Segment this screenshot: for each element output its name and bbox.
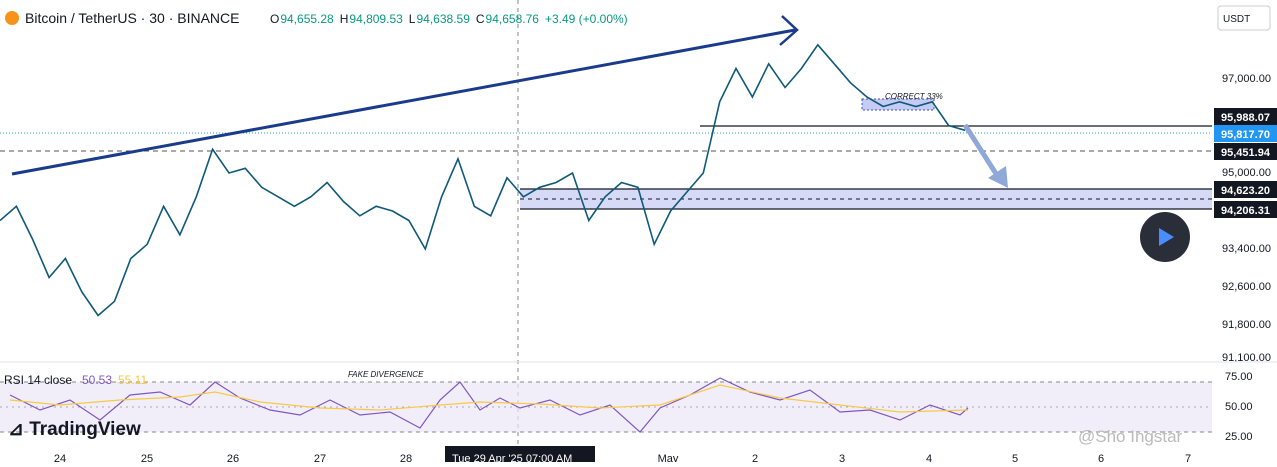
- time-label: May: [658, 453, 679, 462]
- price-tag-label: 94,623.20: [1221, 185, 1270, 197]
- coin-icon: [5, 11, 19, 25]
- rsi-line: [9, 377, 969, 433]
- price-label: 93,400.00: [1222, 243, 1271, 255]
- price-label: 95,000.00: [1222, 167, 1271, 179]
- time-label: 25: [141, 453, 153, 462]
- ohlc-value: 94,809.53: [349, 12, 403, 26]
- trend-arrow-head: [779, 15, 799, 46]
- symbol: Bitcoin / TetherUS · 30 · BINANCE: [25, 10, 239, 26]
- time-label: 6: [1098, 453, 1104, 462]
- time-label: 28: [400, 453, 412, 462]
- price-tag: [1214, 181, 1277, 198]
- rsi-axis-label: 50.00: [1225, 401, 1253, 413]
- crosshair-time: Tue 29 Apr '25 07:00 AM: [452, 453, 572, 462]
- ohlc-key: C: [476, 12, 485, 26]
- rsi-axis-label: 75.00: [1225, 371, 1253, 383]
- rsi-ma-value: 55.11: [118, 373, 147, 387]
- time-label: 26: [227, 453, 239, 462]
- price-tag-label: 95,451.94: [1221, 147, 1271, 159]
- currency-label: USDT: [1223, 14, 1250, 25]
- rsi-ma: [9, 384, 969, 413]
- price-label: 91,100.00: [1222, 352, 1271, 364]
- ohlc-change: +3.49 (+0.00%): [545, 12, 628, 26]
- time-label: 2: [752, 453, 758, 462]
- price-tag-label: 95,817.70: [1221, 129, 1270, 141]
- annotation: FAKE DIVERGENCE: [348, 370, 424, 379]
- ohlc-value: 94,638.59: [416, 12, 470, 26]
- price-tag: [1214, 201, 1277, 218]
- price-tag: [1214, 125, 1277, 142]
- price-tag-label: 95,988.07: [1221, 112, 1270, 124]
- price-tag: [1214, 143, 1277, 160]
- currency-button[interactable]: [1217, 5, 1271, 31]
- projection-arrow-head: [988, 166, 1008, 188]
- play-icon: [1159, 228, 1174, 246]
- price-line: [0, 43, 966, 317]
- price-label: 97,000.00: [1222, 73, 1271, 85]
- rsi-axis-label: 25.00: [1225, 431, 1253, 443]
- ohlc: O 94,655.28 H 94,809.53 L 94,638.59 C 94,658.76…: [270, 12, 628, 26]
- rsi-label: RSI 14 close: [4, 373, 72, 387]
- trend-line: [11, 28, 796, 176]
- ohlc-key: H: [340, 12, 349, 26]
- time-label: 24: [54, 453, 66, 462]
- logo-text: TradingView: [29, 419, 141, 440]
- price-label: 91,800.00: [1222, 319, 1271, 331]
- price-label: 92,600.00: [1222, 281, 1271, 293]
- ohlc-key: L: [409, 12, 416, 26]
- time-label: 7: [1185, 453, 1191, 462]
- ohlc-value: 94,655.28: [280, 12, 334, 26]
- time-label: 3: [839, 453, 845, 462]
- time-label: 4: [926, 453, 932, 462]
- watermark: @Sho Ingstar: [1078, 427, 1183, 446]
- time-axis: 24 25 26 27 28 May 2 3 4 5 6 7: [54, 453, 1191, 465]
- price-tag: [1214, 108, 1277, 125]
- time-label: 5: [1012, 453, 1018, 462]
- rsi-value: 50.53: [82, 373, 112, 387]
- ohlc-key: O: [270, 12, 279, 26]
- price-tag-label: 94,206.31: [1221, 205, 1270, 217]
- logo: ⊿ TradingView: [8, 419, 141, 440]
- time-label: 27: [314, 453, 326, 462]
- annotation: CORRECT 33%: [885, 92, 943, 101]
- crosshair-time-box: [445, 446, 595, 462]
- ohlc-value: 94,658.76: [486, 12, 540, 26]
- price-series: [0, 43, 966, 317]
- projection-arrow: [962, 123, 1003, 182]
